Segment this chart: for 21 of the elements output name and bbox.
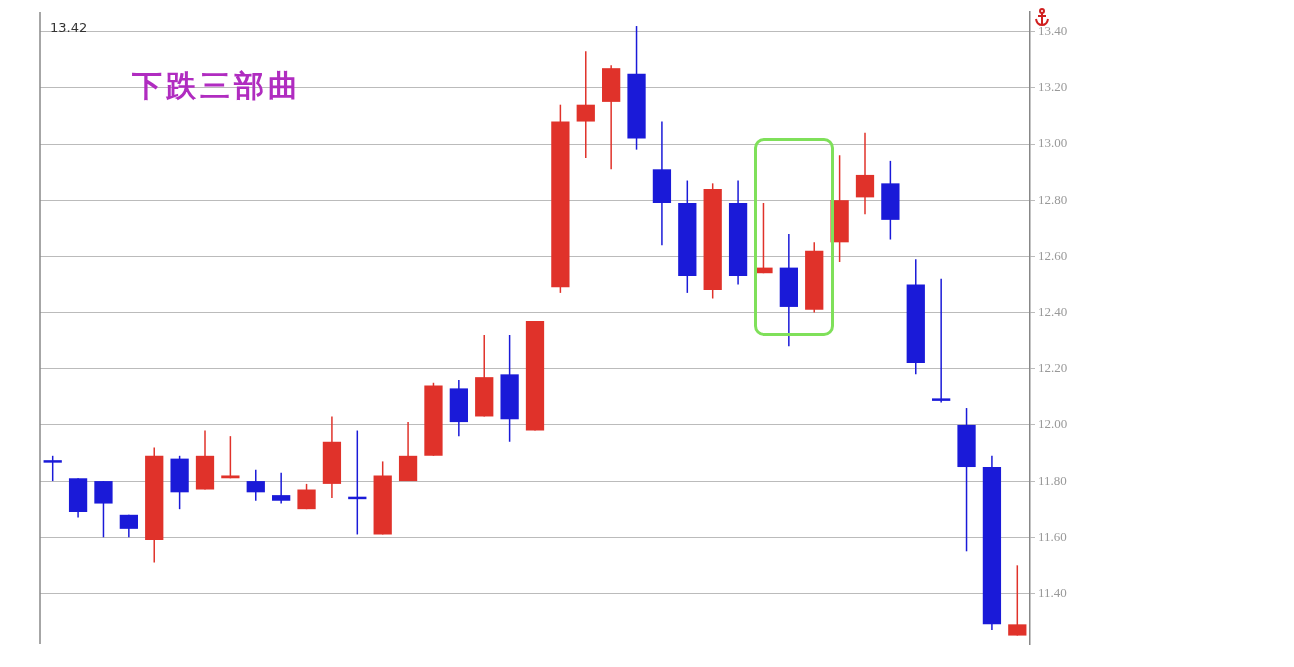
y-tick-label: 13.40: [1038, 23, 1068, 39]
y-tick-label: 12.40: [1038, 303, 1068, 319]
candlestick: [576, 50, 595, 159]
y-tick-label: 12.20: [1038, 360, 1068, 376]
candlestick: [855, 132, 875, 215]
candlestick: [246, 469, 265, 502]
annotation: 13.42: [50, 20, 88, 35]
y-tick-label: 11.80: [1038, 472, 1067, 488]
candlestick: [221, 435, 240, 480]
candlestick: [272, 471, 291, 505]
y-tick-label: 11.60: [1038, 528, 1067, 544]
y-tick-label: 12.80: [1038, 191, 1068, 207]
y-tick-label: 11.40: [1038, 584, 1067, 600]
candlestick: [297, 483, 316, 510]
y-tick-label: 12.60: [1038, 247, 1068, 263]
y-tick-label: 13.00: [1038, 135, 1068, 151]
candlestick: [1008, 564, 1027, 637]
y-tick-label: 12.00: [1038, 416, 1068, 432]
y-tick-label: 13.20: [1038, 79, 1068, 95]
text: 下跌三部曲: [132, 67, 302, 105]
candlestick: [94, 480, 113, 539]
